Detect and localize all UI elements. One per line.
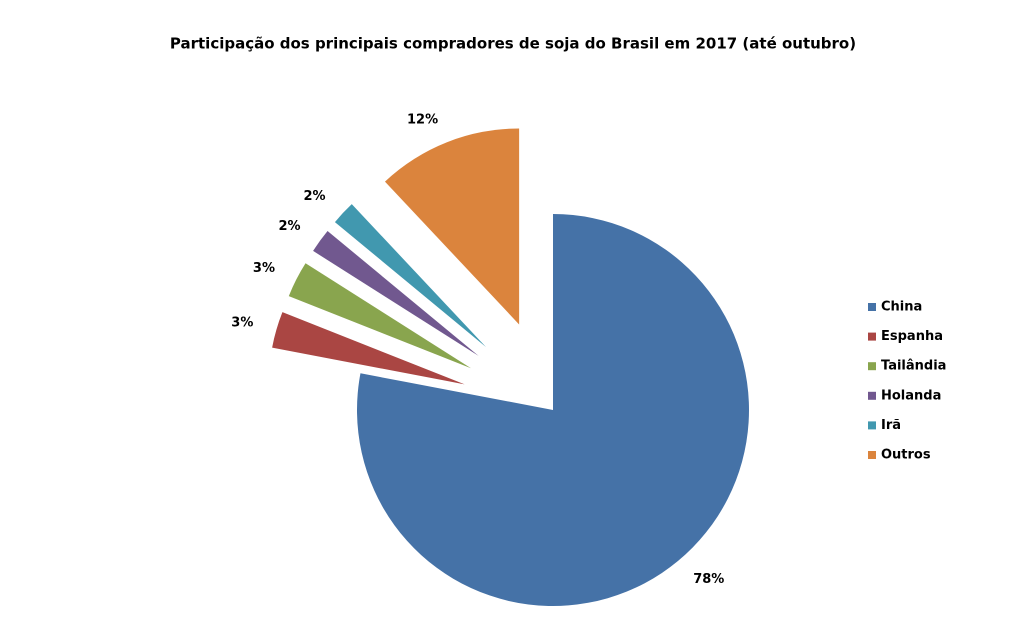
data-label: 78% xyxy=(693,572,724,587)
legend-swatch xyxy=(868,303,876,311)
legend-swatch xyxy=(868,332,876,341)
data-label: 12% xyxy=(407,112,438,127)
data-label: 2% xyxy=(303,189,325,204)
pie-slice xyxy=(313,230,479,356)
data-label: 3% xyxy=(231,315,253,330)
pie-slice xyxy=(384,128,520,325)
legend-swatch xyxy=(868,421,876,430)
data-label: 2% xyxy=(279,219,301,234)
pie-slice xyxy=(357,214,749,606)
chart-title: Participação dos principais compradores … xyxy=(170,35,856,53)
legend-label: Irã xyxy=(881,418,901,433)
legend-label: Espanha xyxy=(881,329,943,344)
pie-slice xyxy=(272,312,465,385)
legend-swatch xyxy=(868,391,876,400)
data-label: 3% xyxy=(253,261,275,276)
legend-label: China xyxy=(881,300,922,315)
legend-swatch xyxy=(868,451,876,459)
pie-slice xyxy=(334,204,486,348)
pie-slice xyxy=(288,263,472,369)
legend-label: Tailândia xyxy=(881,359,946,374)
legend-swatch xyxy=(868,362,876,371)
legend-label: Outros xyxy=(881,448,931,463)
legend-label: Holanda xyxy=(881,388,941,403)
